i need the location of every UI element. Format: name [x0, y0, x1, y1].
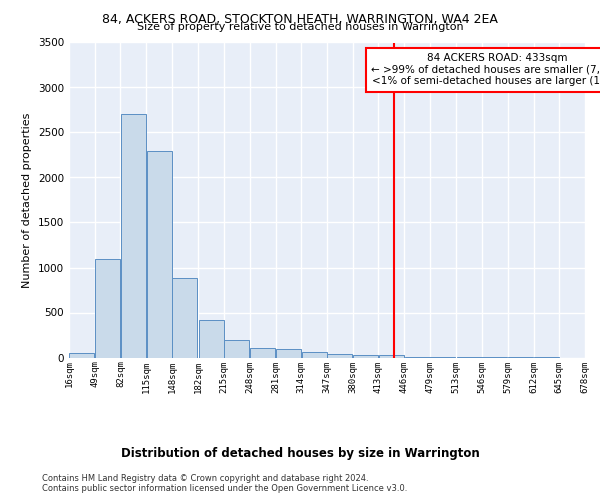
- Text: 84, ACKERS ROAD, STOCKTON HEATH, WARRINGTON, WA4 2EA: 84, ACKERS ROAD, STOCKTON HEATH, WARRING…: [102, 12, 498, 26]
- Bar: [224, 340, 250, 357]
- Y-axis label: Number of detached properties: Number of detached properties: [22, 112, 32, 288]
- Bar: [250, 348, 275, 358]
- Text: 84 ACKERS ROAD: 433sqm
← >99% of detached houses are smaller (7,786)
<1% of semi: 84 ACKERS ROAD: 433sqm ← >99% of detache…: [371, 54, 600, 86]
- Bar: [328, 354, 352, 358]
- Bar: [353, 355, 378, 358]
- Bar: [276, 348, 301, 358]
- Bar: [379, 356, 404, 358]
- Text: Contains public sector information licensed under the Open Government Licence v3: Contains public sector information licen…: [42, 484, 407, 493]
- Bar: [121, 114, 146, 358]
- Text: Contains HM Land Registry data © Crown copyright and database right 2024.: Contains HM Land Registry data © Crown c…: [42, 474, 368, 483]
- Bar: [95, 260, 120, 358]
- Bar: [199, 320, 224, 358]
- Bar: [302, 352, 326, 358]
- Text: Distribution of detached houses by size in Warrington: Distribution of detached houses by size …: [121, 448, 479, 460]
- Bar: [404, 356, 430, 358]
- Bar: [70, 353, 94, 358]
- Text: Size of property relative to detached houses in Warrington: Size of property relative to detached ho…: [137, 22, 463, 32]
- Bar: [146, 152, 172, 358]
- Bar: [172, 278, 197, 357]
